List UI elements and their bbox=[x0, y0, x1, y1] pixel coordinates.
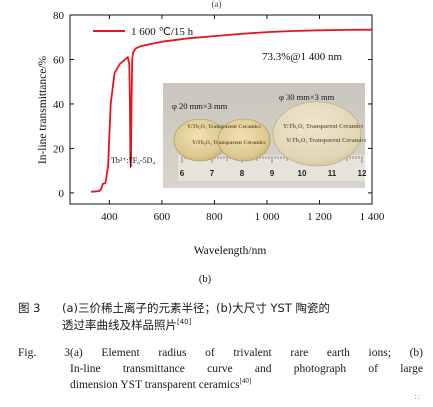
caption-chinese: 图 3 (a)三价稀土离子的元素半径；(b)大尺寸 YST 陶瓷的 透过率曲线及样… bbox=[18, 300, 423, 334]
caption-english: Fig. 3(a) Element radius of trivalent ra… bbox=[18, 345, 423, 393]
x-tick-label: 1 400 bbox=[360, 211, 385, 223]
caption-en-line3: dimension YST transparent ceramics bbox=[70, 379, 240, 391]
sample-photograph: 6 7 8 9 10 11 12 Y:Tb₂O₃ Transparent Ceramics … bbox=[163, 83, 367, 188]
x-tick-label: 600 bbox=[154, 211, 171, 223]
sample-disk-small-2 bbox=[217, 118, 271, 162]
transmittance-series bbox=[90, 28, 373, 193]
chart-text: 1 600 ℃/15 h 73.3%@1 400 nm Tb³⁺:7F₆-5D₄… bbox=[37, 26, 343, 285]
caption-cn-label: 图 3 bbox=[18, 301, 41, 315]
legend-label: 1 600 ℃/15 h bbox=[131, 26, 194, 38]
y-tick-label: 80 bbox=[53, 10, 65, 22]
y-tick-label: 0 bbox=[59, 188, 65, 200]
y-tick-label: 20 bbox=[53, 143, 65, 155]
caption-en-ref: [40] bbox=[239, 377, 252, 386]
ruler-number: 8 bbox=[240, 169, 245, 178]
disk-text-large: Y:Tb₂O₃ Transparent Ceramics bbox=[283, 124, 364, 130]
ruler-number: 7 bbox=[210, 169, 215, 178]
caption-cn-ref: [40] bbox=[177, 318, 192, 327]
ruler-number: 11 bbox=[328, 169, 337, 178]
x-tick-label: 400 bbox=[101, 211, 118, 223]
disk-text-large-2: Y:Tb₂O₃ Transparent Ceramics bbox=[286, 138, 367, 144]
ruler-number: 12 bbox=[358, 169, 367, 178]
sample-disk-large bbox=[272, 101, 362, 167]
y-tick-label: 40 bbox=[53, 99, 65, 111]
panel-label-b: (b) bbox=[199, 274, 212, 285]
ruler-number: 6 bbox=[180, 169, 185, 178]
x-axis-label: Wavelength/nm bbox=[194, 245, 267, 257]
caption-en-line2: In-line transmittance curve and photogra… bbox=[70, 363, 423, 375]
ruler-number: 10 bbox=[298, 169, 307, 178]
annotation-max-transmittance: 73.3%@1 400 nm bbox=[262, 51, 343, 63]
photo-label-small-disk: φ 20 mm×3 mm bbox=[172, 101, 228, 111]
corner-mark: :: bbox=[414, 392, 421, 401]
disk-text-small: Y:Tb₂O₃ Transparent Ceramics bbox=[187, 124, 261, 130]
chart-axes: 400 600 800 1 000 1 200 1 400 0 20 40 60 80 bbox=[53, 10, 385, 223]
caption-cn-line2: 透过率曲线及样品照片 bbox=[62, 318, 177, 332]
annotation-tb-absorption: Tb³⁺:7F₆-5D₄ bbox=[111, 156, 155, 165]
caption-en-label: Fig. 3 bbox=[18, 347, 70, 359]
x-tick-label: 1 200 bbox=[307, 211, 332, 223]
caption-en-line1: (a) Element radius of trivalent rare ear… bbox=[70, 347, 423, 359]
x-tick-label: 800 bbox=[206, 211, 223, 223]
previous-panel-label: (a) bbox=[211, 0, 222, 9]
series-line bbox=[90, 28, 373, 193]
ruler-number: 9 bbox=[270, 169, 275, 178]
plot-frame bbox=[69, 14, 373, 205]
y-axis-label: In-line transmittance/% bbox=[37, 55, 49, 164]
x-tick-label: 1 000 bbox=[255, 211, 280, 223]
disk-text-small-2: Y:Tb₂O₃ Transparent Ceramics bbox=[192, 140, 266, 146]
caption-cn-line1: (a)三价稀土离子的元素半径；(b)大尺寸 YST 陶瓷的 bbox=[62, 301, 330, 315]
y-tick-label: 60 bbox=[53, 54, 65, 66]
transmittance-figure: 400 600 800 1 000 1 200 1 400 0 20 40 60 80 6 7 8 9 10… bbox=[37, 10, 385, 285]
photo-label-large-disk: φ 30 mm×3 mm bbox=[279, 92, 335, 102]
